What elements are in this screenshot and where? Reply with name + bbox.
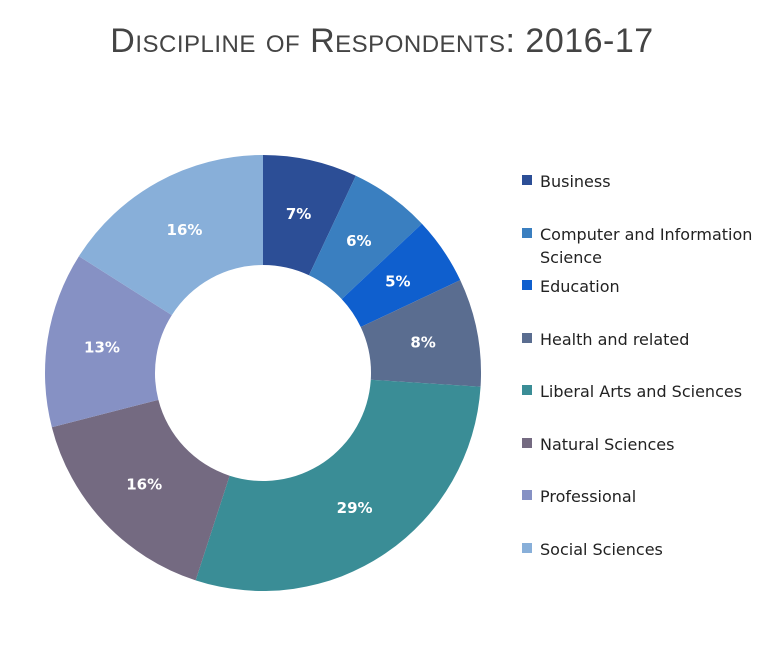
chart-title: Discipline of Respondents: 2016-17 [110,22,654,60]
legend-item: Education [522,275,758,298]
legend-label: Health and related [540,329,690,349]
legend-label: Business [540,172,611,191]
slice-education [341,223,461,328]
legend-swatch [522,437,532,448]
data-label: 29% [337,499,373,517]
slice-labels: 7% 6% 5% 8% 29% 16% 13% 16% [84,205,436,517]
legend-swatch [522,332,532,343]
legend-label: Natural Sciences [540,434,675,454]
legend-swatch [522,227,532,238]
slice-business [263,155,356,276]
slice-social-sciences [78,155,263,316]
slice-natural-sciences [51,399,230,581]
data-label: 6% [346,232,371,250]
data-label: 16% [167,221,203,239]
data-label: 8% [410,333,435,351]
legend-label: Computer and Information Science [540,224,753,267]
legend-swatch [522,385,532,395]
slice-liberal-arts-and-sciences [195,379,481,591]
legend-item: Business [522,170,758,193]
legend-item: Liberal Arts and Sciences [522,380,758,403]
legend-swatch [522,280,532,290]
legend-label: Social Sciences [540,539,663,559]
legend-item: Computer and Information Science [522,223,758,269]
slice-health-and-related [360,280,481,387]
legend-item: Professional [522,485,758,508]
legend-swatch [522,542,532,553]
legend-label: Professional [540,487,637,506]
slice-professional [45,256,172,428]
data-label: 16% [126,476,162,494]
legend-label: Education [540,277,620,296]
legend-swatch [522,175,532,185]
legend-swatch [522,490,532,500]
legend-item: Health and related [522,328,758,351]
slice-computer-and-information-science [308,175,422,300]
legend-label: Liberal Arts and Sciences [540,382,743,401]
legend-item: Natural Sciences [522,433,758,456]
data-label: 7% [286,205,311,223]
legend-item: Social Sciences [522,538,758,561]
donut-slices [45,155,481,591]
data-label: 5% [385,272,410,290]
data-label: 13% [84,339,120,357]
